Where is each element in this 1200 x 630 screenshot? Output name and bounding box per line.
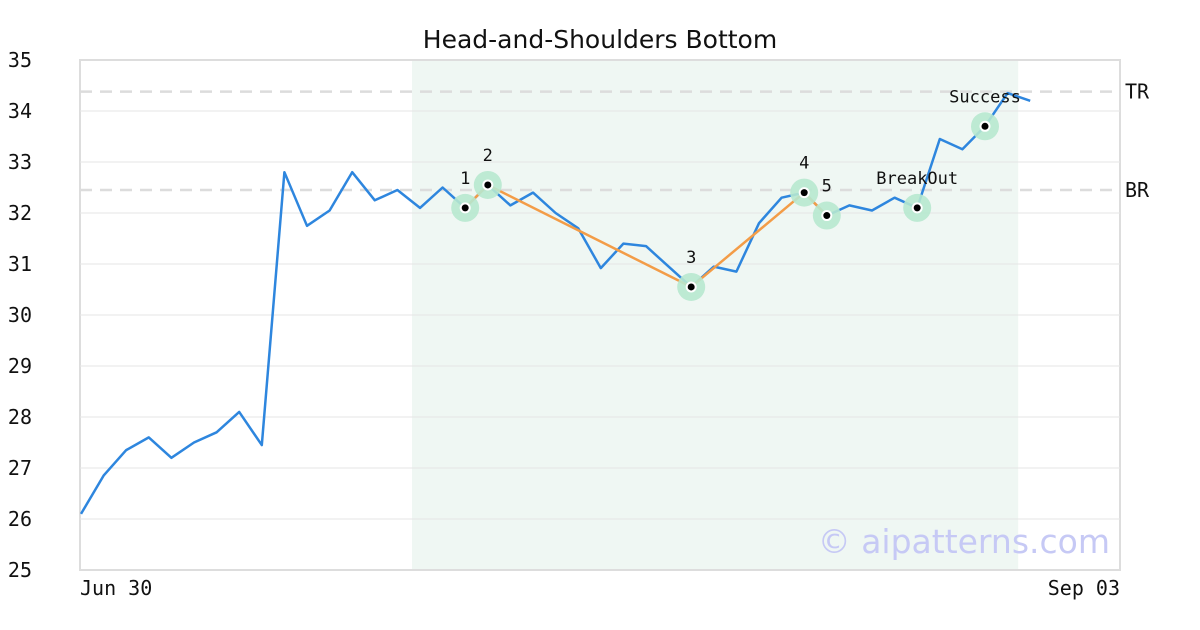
pattern-point-label: BreakOut [876,169,958,189]
pattern-marker [687,283,695,291]
pattern-layer: 12 3 45 BreakOut Success [451,87,1021,301]
y-tick-label: 31 [8,252,32,276]
pattern-point-label: 4 [799,154,809,174]
pattern-marker [484,181,492,189]
pattern-marker [461,204,469,212]
y-tick-label: 34 [8,99,32,123]
reference-lines: TR BR [80,80,1150,202]
chart-title: Head-and-Shoulders Bottom [423,25,777,54]
pattern-point-label: 1 [460,169,470,189]
x-tick-label: Sep 03 [1048,576,1120,600]
y-tick-label: 32 [8,201,32,225]
y-tick-label: 28 [8,405,32,429]
reference-line-label: TR [1125,80,1150,104]
x-axis-ticks: Jun 30 Sep 03 [80,576,1120,600]
pattern-marker [823,212,831,220]
pattern-point-label: Success [949,87,1021,107]
price-line [79,91,1031,515]
pattern-marker [981,122,989,130]
y-tick-label: 29 [8,354,32,378]
y-tick-label: 26 [8,507,32,531]
watermark: © aipatterns.com [818,522,1110,561]
reference-line-label: BR [1125,178,1150,202]
pattern-point-label: 3 [686,248,696,268]
pattern-point-label: 5 [822,177,832,197]
gridlines [80,110,1120,520]
y-tick-label: 25 [8,558,32,582]
pattern-marker [800,189,808,197]
y-tick-label: 30 [8,303,32,327]
x-tick-label: Jun 30 [80,576,152,600]
y-tick-label: 33 [8,150,32,174]
y-tick-label: 35 [8,48,32,72]
pattern-marker [913,204,921,212]
y-axis-ticks: 25 26 27 28 29 30 31 32 33 34 35 [8,48,32,582]
y-tick-label: 27 [8,456,32,480]
pattern-point-label: 2 [483,146,493,166]
price-series-layer [79,91,1031,515]
